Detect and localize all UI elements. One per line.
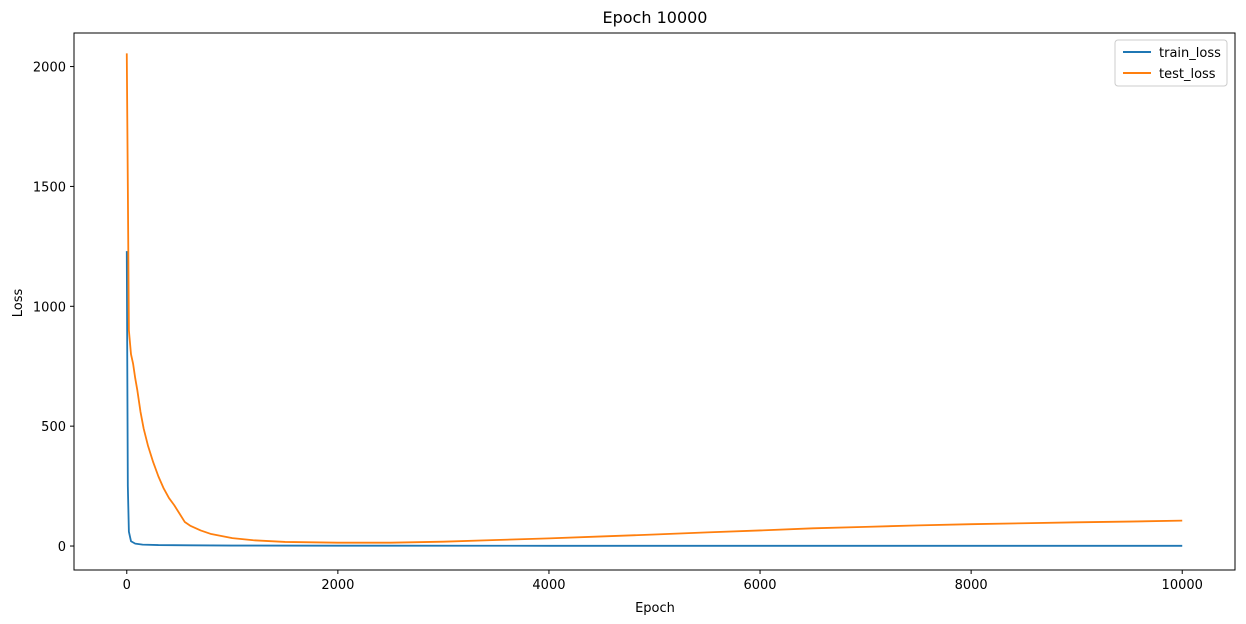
x-axis-label: Epoch	[635, 601, 675, 616]
plot-frame	[73, 32, 1236, 571]
y-axis-ticks: 0 500 1000 1500 2000	[33, 61, 74, 555]
y-tick-label: 0	[58, 540, 66, 555]
series-line-test-loss	[125, 53, 1183, 544]
x-tick-label: 10000	[1162, 578, 1203, 593]
legend-label-train-loss: train_loss	[1159, 46, 1221, 61]
y-tick-label: 1500	[33, 180, 66, 195]
x-tick-label: 2000	[321, 578, 354, 593]
x-tick-label: 4000	[532, 578, 565, 593]
y-tick-label: 2000	[33, 61, 66, 76]
series-line-train-loss	[125, 251, 1183, 547]
x-tick-label: 6000	[743, 578, 776, 593]
series-layer	[125, 53, 1183, 547]
x-tick-label: 8000	[955, 578, 988, 593]
chart-title: Epoch 10000	[603, 8, 708, 27]
x-axis-ticks: 0 2000 4000 6000 8000 10000	[123, 570, 1203, 593]
legend: train_loss test_loss	[1114, 39, 1228, 87]
legend-label-test-loss: test_loss	[1159, 67, 1216, 82]
x-tick-label: 0	[123, 578, 131, 593]
y-axis-label: Loss	[11, 289, 26, 318]
y-tick-label: 500	[41, 420, 66, 435]
plot-area	[73, 32, 1236, 571]
y-tick-label: 1000	[33, 300, 66, 315]
